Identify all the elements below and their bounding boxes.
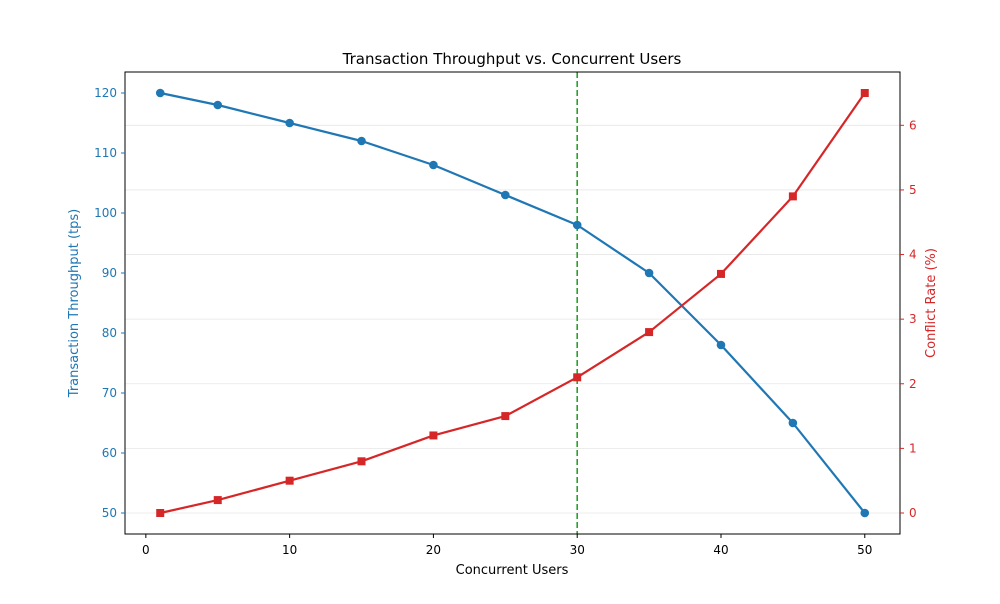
x-tick-label: 20 <box>426 543 441 557</box>
conflict-rate-point <box>501 412 510 421</box>
conflict-rate-point <box>645 328 654 337</box>
chart-title: Transaction Throughput vs. Concurrent Us… <box>342 50 682 68</box>
y-left-tick-label: 110 <box>94 146 117 160</box>
y-axis-left-label: Transaction Throughput (tps) <box>67 209 82 398</box>
throughput-point <box>788 418 798 428</box>
y-left-tick-label: 70 <box>102 386 117 400</box>
x-tick-label: 30 <box>570 543 585 557</box>
conflict-rate-line <box>159 91 866 515</box>
conflict-rate-point <box>357 457 366 466</box>
y-right-tick-label: 0 <box>909 506 917 520</box>
y-right-tick-label: 6 <box>909 118 917 132</box>
conflict-rate-point <box>716 269 725 278</box>
throughput-point <box>860 508 870 518</box>
x-tick-label: 10 <box>282 543 297 557</box>
y-axis-right-label: Conflict Rate (%) <box>924 248 939 358</box>
y-right-tick-label: 3 <box>909 312 917 326</box>
throughput-point <box>572 220 582 230</box>
y-left-tick-label: 90 <box>102 266 117 280</box>
plot-frame <box>124 71 901 535</box>
throughput-point <box>644 268 654 278</box>
x-axis-label: Concurrent Users <box>456 563 569 578</box>
y-right-tick-label: 1 <box>909 441 917 455</box>
throughput-point <box>213 100 223 110</box>
conflict-rate-point <box>285 476 294 485</box>
y-left-tick-label: 120 <box>94 86 117 100</box>
y-right-tick-label: 2 <box>909 377 917 391</box>
throughput-point <box>357 136 366 146</box>
conflict-rate-point <box>213 496 222 505</box>
conflict-rate-point <box>788 192 797 201</box>
throughput-point <box>501 190 510 200</box>
conflict-rate-point <box>429 431 438 440</box>
y-left-tick-label: 80 <box>102 326 117 340</box>
y-right-tick-label: 5 <box>909 183 917 197</box>
y-left-tick-label: 100 <box>94 206 117 220</box>
x-tick-label: 40 <box>713 543 728 557</box>
x-tick-label: 50 <box>857 543 872 557</box>
y-right-tick-label: 4 <box>909 248 917 262</box>
throughput-point <box>285 118 294 128</box>
throughput-point <box>429 160 438 170</box>
throughput-point <box>155 88 165 98</box>
throughput-point <box>716 340 726 350</box>
conflict-rate-point <box>156 509 165 517</box>
throughput-line <box>159 91 866 515</box>
y-left-tick-label: 60 <box>102 446 117 460</box>
x-tick-label: 0 <box>142 543 150 557</box>
conflict-rate-point <box>860 89 869 97</box>
conflict-rate-point <box>573 373 582 382</box>
y-left-tick-label: 50 <box>102 506 117 520</box>
